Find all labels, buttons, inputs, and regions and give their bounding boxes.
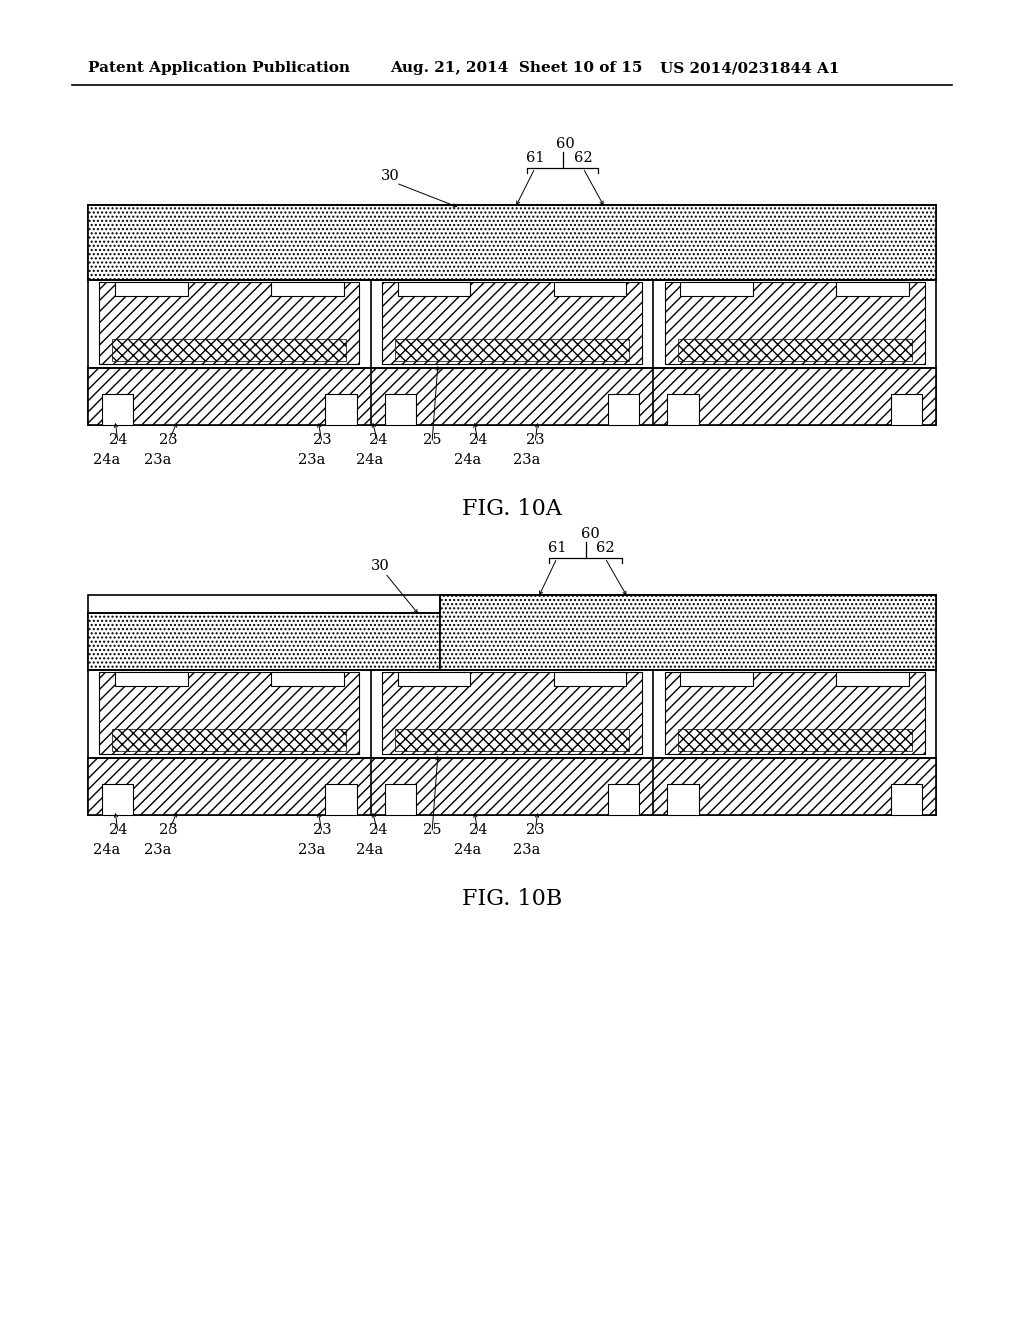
Text: 24a: 24a	[455, 453, 481, 467]
Text: 23a: 23a	[298, 843, 326, 857]
Bar	[837, 281, 909, 296]
Bar	[891, 784, 922, 814]
Bar	[678, 339, 911, 360]
Bar	[665, 281, 925, 364]
Bar	[88, 595, 936, 814]
Bar	[88, 205, 936, 425]
Text: 23a: 23a	[298, 453, 326, 467]
Bar	[668, 784, 698, 814]
Text: 23a: 23a	[513, 453, 541, 467]
Text: 23a: 23a	[144, 453, 172, 467]
Bar	[678, 729, 911, 751]
Bar	[326, 393, 356, 425]
Bar	[397, 281, 470, 296]
Bar	[395, 729, 629, 751]
Bar	[115, 281, 187, 296]
Text: FIG. 10A: FIG. 10A	[462, 498, 562, 520]
Bar	[665, 672, 925, 755]
Text: 24: 24	[109, 822, 127, 837]
Text: 24: 24	[369, 822, 387, 837]
Bar	[680, 672, 753, 686]
Text: 30: 30	[381, 169, 399, 183]
Bar	[837, 672, 909, 686]
Text: 30: 30	[371, 558, 389, 573]
Text: 62: 62	[596, 541, 614, 554]
Bar	[99, 281, 359, 364]
Bar	[608, 784, 639, 814]
Bar	[113, 729, 346, 751]
Bar	[326, 784, 356, 814]
Bar	[397, 672, 470, 686]
Bar	[382, 281, 642, 364]
Text: 24a: 24a	[455, 843, 481, 857]
Bar	[271, 672, 344, 686]
Bar	[891, 393, 922, 425]
Text: 24a: 24a	[93, 843, 121, 857]
Text: 24: 24	[469, 433, 487, 447]
Bar	[99, 672, 359, 755]
Text: 60: 60	[581, 527, 599, 541]
Text: 23: 23	[159, 822, 177, 837]
Text: 23: 23	[159, 433, 177, 447]
Bar	[88, 205, 936, 280]
Bar	[554, 672, 627, 686]
Text: 23: 23	[312, 433, 332, 447]
Bar	[680, 281, 753, 296]
Text: 61: 61	[548, 541, 566, 554]
Text: 24: 24	[369, 433, 387, 447]
Text: 24a: 24a	[93, 453, 121, 467]
Text: 23a: 23a	[144, 843, 172, 857]
Bar	[668, 393, 698, 425]
Text: 23: 23	[525, 822, 545, 837]
Bar	[395, 339, 629, 360]
Text: 24a: 24a	[356, 453, 384, 467]
Text: Aug. 21, 2014  Sheet 10 of 15: Aug. 21, 2014 Sheet 10 of 15	[390, 61, 642, 75]
Bar	[102, 393, 133, 425]
Text: 23: 23	[525, 433, 545, 447]
Text: 25: 25	[423, 822, 441, 837]
Text: 60: 60	[556, 137, 574, 150]
Text: US 2014/0231844 A1: US 2014/0231844 A1	[660, 61, 840, 75]
Text: 25: 25	[423, 433, 441, 447]
Bar	[271, 281, 344, 296]
Bar	[102, 784, 133, 814]
Bar	[382, 672, 642, 755]
Text: 62: 62	[573, 150, 592, 165]
Bar	[115, 672, 187, 686]
Bar	[88, 368, 936, 425]
Bar	[88, 758, 936, 814]
Bar	[113, 339, 346, 360]
Bar	[554, 281, 627, 296]
Text: 24: 24	[109, 433, 127, 447]
Text: 24a: 24a	[356, 843, 384, 857]
Bar	[608, 393, 639, 425]
Text: Patent Application Publication: Patent Application Publication	[88, 61, 350, 75]
Bar	[88, 612, 440, 671]
Bar	[440, 595, 936, 671]
Text: 23: 23	[312, 822, 332, 837]
Text: 61: 61	[525, 150, 544, 165]
Text: FIG. 10B: FIG. 10B	[462, 888, 562, 909]
Bar	[385, 784, 416, 814]
Text: 24: 24	[469, 822, 487, 837]
Text: 23a: 23a	[513, 843, 541, 857]
Bar	[385, 393, 416, 425]
